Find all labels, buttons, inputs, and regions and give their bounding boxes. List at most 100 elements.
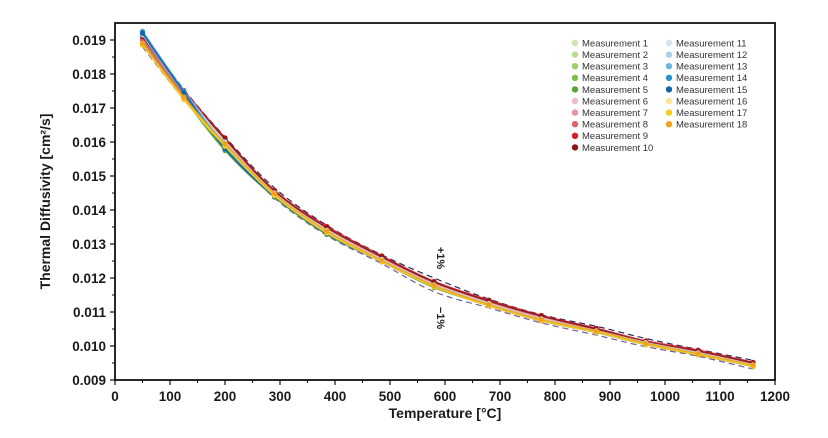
legend-label: Measurement 2 <box>582 50 648 61</box>
y-tick-label: 0.017 <box>72 101 106 116</box>
y-tick-label: 0.011 <box>73 305 107 320</box>
x-tick-label: 700 <box>489 389 512 404</box>
legend-item: Measurement 1 <box>571 38 648 49</box>
legend-label: Measurement 6 <box>582 96 648 107</box>
x-tick-label: 600 <box>434 389 457 404</box>
y-tick-label: 0.018 <box>72 67 106 82</box>
x-tick-label: 1200 <box>760 389 790 404</box>
legend-marker <box>571 39 579 47</box>
legend-marker <box>571 51 579 58</box>
data-point <box>324 228 330 234</box>
y-tick-label: 0.014 <box>72 203 106 218</box>
series-group <box>139 28 756 369</box>
data-point <box>695 350 701 357</box>
legend-item: Measurement 11 <box>665 38 747 49</box>
legend-marker <box>665 86 673 93</box>
x-tick-label: 400 <box>324 389 347 404</box>
data-point <box>181 90 187 96</box>
legend-item: Measurement 7 <box>571 108 648 119</box>
legend-label: Measurement 9 <box>582 131 648 142</box>
legend-item: Measurement 14 <box>665 73 747 84</box>
legend-label: Measurement 11 <box>676 38 747 49</box>
legend-marker <box>665 62 673 70</box>
legend-label: Measurement 15 <box>676 85 747 96</box>
data-point <box>643 340 649 346</box>
data-point <box>431 282 437 289</box>
x-tick-label: 500 <box>379 389 402 404</box>
legend-marker <box>665 74 673 82</box>
data-point <box>593 328 599 334</box>
legend-label: Measurement 14 <box>676 73 747 84</box>
x-tick-label: 300 <box>269 389 292 404</box>
legend-item: Measurement 4 <box>571 73 648 84</box>
data-point <box>750 362 756 368</box>
legend-marker <box>571 132 579 139</box>
legend-marker <box>665 109 673 116</box>
x-axis-ticks: 0 100 200 300 400 500 600 700 800 900 1000 1100 1200 <box>111 380 790 404</box>
x-tick-label: 900 <box>599 389 622 404</box>
legend-item: Measurement 5 <box>571 85 648 96</box>
data-point <box>222 141 228 147</box>
legend-marker <box>571 97 579 105</box>
data-point <box>181 94 187 100</box>
legend-label: Measurement 13 <box>676 62 747 73</box>
legend-marker <box>571 86 579 93</box>
legend-label: Measurement 18 <box>676 120 747 131</box>
legend-label: Measurement 4 <box>582 73 648 84</box>
y-tick-label: 0.013 <box>72 237 106 252</box>
legend-item: Measurement 17 <box>665 108 747 119</box>
legend-item: Measurement 6 <box>571 96 648 107</box>
legend-marker <box>571 144 579 151</box>
data-point <box>486 301 492 308</box>
y-axis-title: Thermal Diffusivity [cm²/s] <box>37 114 53 290</box>
x-tick-label: 800 <box>544 389 567 404</box>
series-18 <box>139 40 756 368</box>
legend-marker <box>571 62 579 70</box>
legend-item: Measurement 16 <box>665 96 747 107</box>
data-point <box>538 316 544 323</box>
x-axis-title: Temperature [°C] <box>389 405 502 421</box>
x-tick-label: 1000 <box>650 389 680 404</box>
y-tick-label: 0.009 <box>72 373 106 388</box>
legend-marker <box>665 97 673 105</box>
band-upper-label: +1% <box>434 247 446 270</box>
legend-marker <box>571 121 579 128</box>
band-lower-label: −1% <box>434 307 446 330</box>
legend-label: Measurement 16 <box>676 96 747 107</box>
x-tick-label: 100 <box>159 389 182 404</box>
legend-label: Measurement 12 <box>676 50 747 61</box>
legend-marker <box>571 74 579 82</box>
legend-marker <box>665 39 673 47</box>
legend-label: Measurement 7 <box>582 108 648 119</box>
x-tick-label: 200 <box>214 389 237 404</box>
legend-item: Measurement 8 <box>571 120 648 131</box>
x-tick-label: 1100 <box>705 389 734 404</box>
y-tick-label: 0.015 <box>72 169 106 184</box>
legend-item: Measurement 12 <box>665 50 747 61</box>
x-tick-label: 0 <box>111 389 119 404</box>
legend-label: Measurement 8 <box>582 120 648 131</box>
data-point <box>379 257 385 263</box>
data-point <box>139 40 146 47</box>
legend-item: Measurement 10 <box>571 143 653 154</box>
legend-label: Measurement 5 <box>582 85 648 96</box>
y-tick-label: 0.019 <box>72 33 106 48</box>
legend-marker <box>665 121 673 128</box>
legend-label: Measurement 17 <box>676 108 747 119</box>
legend-label: Measurement 10 <box>582 143 653 154</box>
legend-label: Measurement 3 <box>582 62 648 73</box>
data-point <box>271 191 278 197</box>
legend-marker <box>665 51 673 58</box>
y-axis-ticks: 0.009 0.010 0.011 0.012 0.013 0.014 0.015 0.016… <box>72 33 115 388</box>
legend-label: Measurement 1 <box>582 38 648 49</box>
y-tick-label: 0.012 <box>72 271 106 286</box>
legend-item: Measurement 15 <box>665 85 747 96</box>
legend-item: Measurement 18 <box>665 120 747 131</box>
legend-item: Measurement 3 <box>571 62 648 73</box>
y-tick-label: 0.016 <box>72 135 106 150</box>
y-tick-label: 0.010 <box>72 339 106 354</box>
